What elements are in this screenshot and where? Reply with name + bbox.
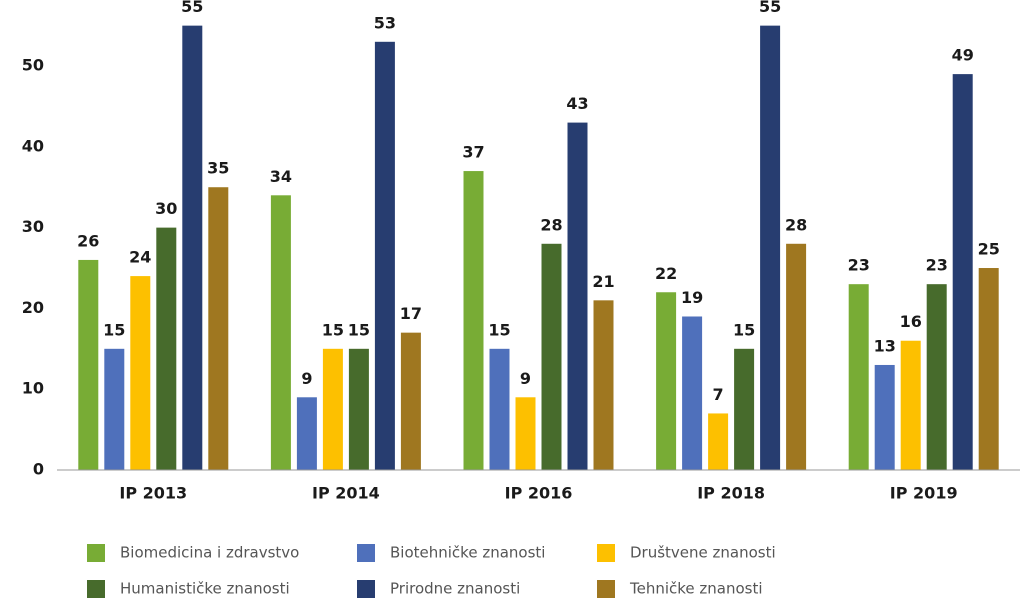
bar	[208, 187, 229, 471]
value-label: 16	[900, 312, 922, 331]
value-label: 7	[713, 385, 724, 404]
legend-swatch	[357, 580, 375, 598]
x-tick-label: IP 2013	[119, 484, 187, 503]
value-label: 15	[103, 320, 125, 339]
x-tick-label: IP 2014	[312, 484, 380, 503]
bar	[270, 195, 291, 470]
bar	[348, 348, 369, 470]
value-label: 17	[400, 304, 422, 323]
legend-swatch	[87, 544, 105, 562]
x-tick-label: IP 2016	[505, 484, 573, 503]
value-label: 43	[566, 94, 588, 113]
bar	[489, 348, 510, 470]
value-label: 19	[681, 288, 703, 307]
legend-label: Prirodne znanosti	[390, 580, 520, 598]
legend-label: Biotehničke znanosti	[390, 544, 545, 562]
value-label: 28	[540, 215, 562, 234]
value-label: 30	[155, 199, 177, 218]
bar	[593, 300, 614, 470]
bar	[515, 397, 536, 470]
bar	[734, 348, 755, 470]
bar	[567, 122, 588, 470]
y-tick-label: 30	[22, 217, 44, 236]
value-label: 28	[785, 215, 807, 234]
value-label: 23	[848, 256, 870, 275]
value-label: 22	[655, 264, 677, 283]
value-label: 25	[978, 240, 1000, 259]
bar	[978, 268, 999, 470]
bar	[296, 397, 317, 470]
legend-label: Tehničke znanosti	[629, 580, 763, 598]
value-label: 9	[520, 369, 531, 388]
bar	[104, 348, 125, 470]
legend-swatch	[597, 544, 615, 562]
y-tick-label: 0	[33, 460, 44, 479]
bar	[682, 316, 703, 470]
value-label: 23	[926, 256, 948, 275]
legend-label: Društvene znanosti	[630, 544, 776, 562]
bar	[541, 243, 562, 470]
value-label: 21	[592, 272, 614, 291]
bar	[322, 348, 343, 470]
bar	[926, 284, 947, 470]
legend-swatch	[87, 580, 105, 598]
bar	[156, 227, 177, 470]
legend-swatch	[357, 544, 375, 562]
value-label: 35	[207, 159, 229, 178]
legend-label: Biomedicina i zdravstvo	[120, 544, 299, 562]
bar	[900, 340, 921, 470]
legend-swatch	[597, 580, 615, 598]
value-label: 15	[322, 320, 344, 339]
value-label: 37	[462, 143, 484, 162]
value-label: 55	[181, 0, 203, 16]
y-tick-label: 20	[22, 298, 44, 317]
value-label: 13	[874, 336, 896, 355]
value-label: 34	[270, 167, 292, 186]
bar	[708, 413, 729, 470]
value-label: 53	[374, 13, 396, 32]
value-label: 15	[733, 320, 755, 339]
y-tick-label: 40	[22, 136, 44, 155]
value-label: 9	[301, 369, 312, 388]
bar	[182, 25, 203, 470]
value-label: 55	[759, 0, 781, 16]
bar	[656, 292, 677, 470]
bar	[874, 364, 895, 470]
bar	[952, 74, 973, 470]
value-label: 15	[348, 320, 370, 339]
y-tick-label: 10	[22, 379, 44, 398]
bar	[374, 41, 395, 471]
value-label: 15	[488, 320, 510, 339]
value-label: 24	[129, 248, 151, 267]
legend-label: Humanističke znanosti	[120, 580, 290, 598]
bar	[786, 243, 807, 470]
bar	[760, 25, 781, 470]
value-label: 49	[952, 46, 974, 65]
y-tick-label: 50	[22, 56, 44, 75]
x-tick-label: IP 2018	[697, 484, 765, 503]
bar	[130, 276, 151, 470]
bar	[848, 284, 869, 470]
x-tick-label: IP 2019	[890, 484, 958, 503]
bar	[78, 259, 99, 470]
bar	[400, 332, 421, 470]
value-label: 26	[77, 231, 99, 250]
bar	[463, 171, 484, 470]
